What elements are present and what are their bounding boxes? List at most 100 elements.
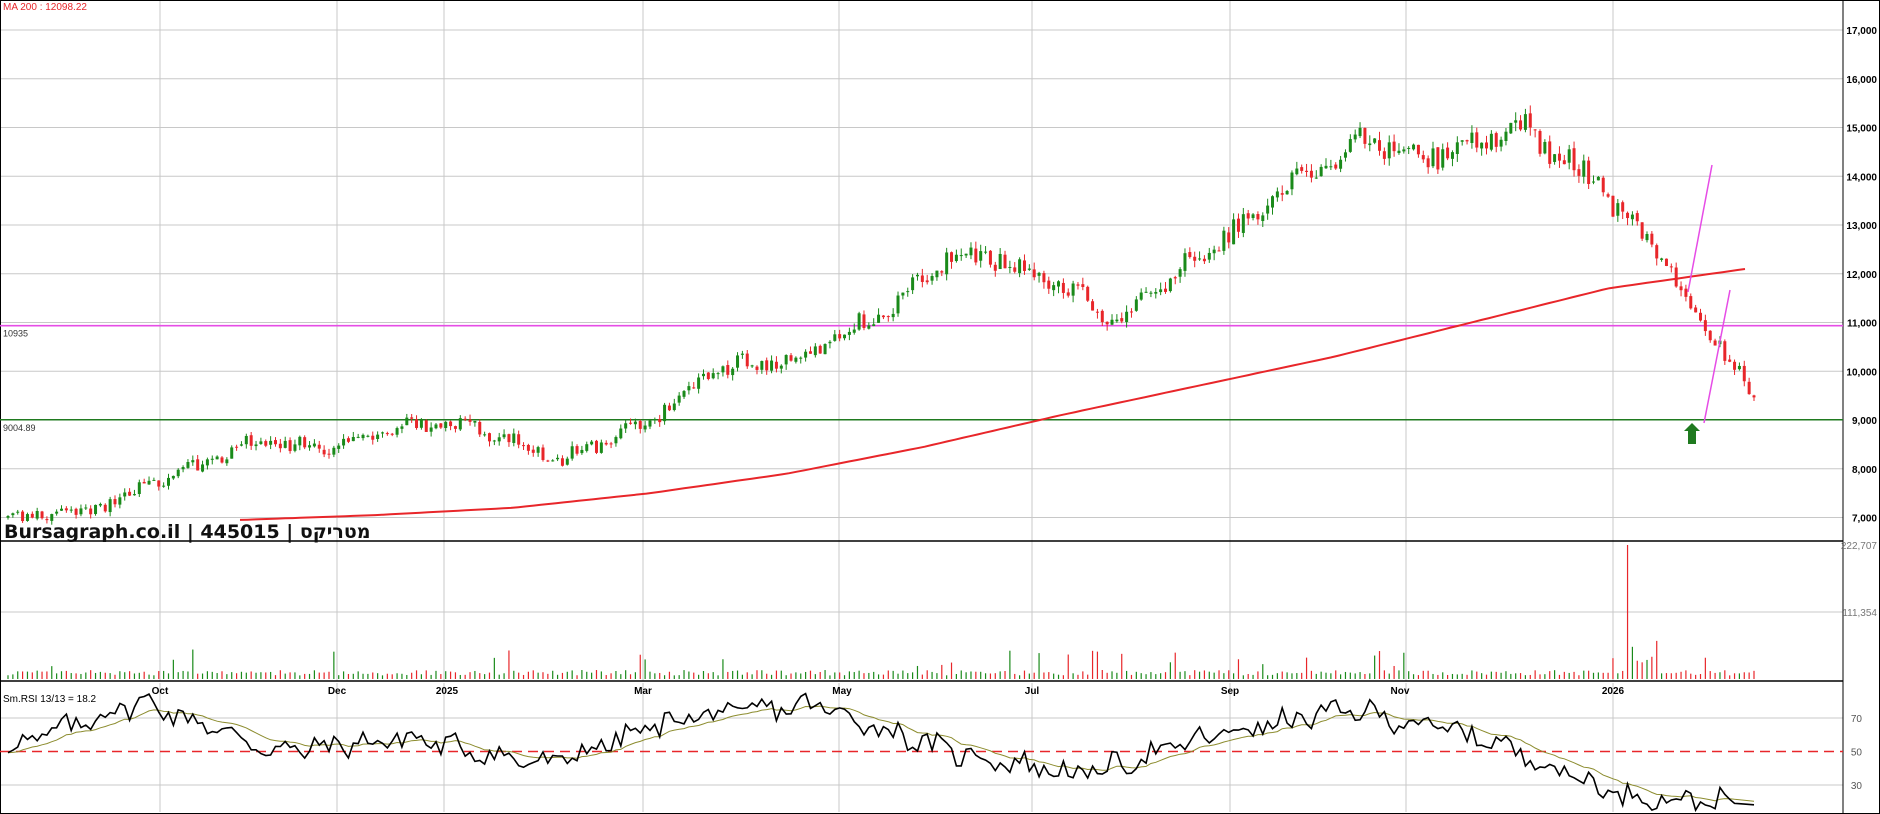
candle-body [196, 459, 200, 471]
candle-body [371, 435, 375, 440]
candle-body [701, 373, 705, 377]
candle-body [351, 436, 355, 442]
candle-body [804, 351, 808, 358]
x-tick-label: Jul [1025, 686, 1040, 697]
candle-body [128, 491, 132, 496]
candle-body [624, 423, 628, 429]
candle-body [55, 511, 59, 514]
candles [6, 105, 1756, 525]
candle-body [1626, 212, 1630, 219]
rsi-tick-label: 70 [1851, 714, 1863, 725]
candle-body [385, 433, 389, 435]
candle-body [609, 443, 613, 445]
candle-body [273, 440, 277, 445]
candle-body [721, 366, 725, 373]
candle-body [1120, 318, 1124, 322]
candle-body [132, 494, 136, 496]
candle-body [551, 460, 555, 462]
candle-body [1382, 151, 1386, 159]
y-tick-label: 14,000 [1846, 172, 1877, 183]
candle-body [449, 421, 453, 427]
candle-body [638, 421, 642, 429]
candle-body [507, 434, 511, 443]
candle-body [69, 509, 73, 511]
candle-body [1387, 142, 1391, 159]
candle-body [1514, 120, 1518, 123]
candle-body [716, 373, 720, 375]
candle-body [1149, 292, 1153, 294]
candle-body [517, 434, 521, 445]
candle-body [925, 280, 929, 283]
candle-body [16, 511, 20, 513]
candle-body [463, 418, 467, 420]
candle-body [828, 341, 832, 344]
candle-body [667, 405, 671, 411]
candle-body [760, 361, 764, 370]
candle-body [419, 420, 423, 428]
candle-body [755, 366, 759, 370]
candle-body [823, 344, 827, 355]
candle-body [1416, 144, 1420, 155]
candle-body [171, 475, 175, 479]
candle-body [881, 315, 885, 318]
candle-body [1548, 141, 1552, 164]
candle-body [1582, 160, 1586, 177]
candle-body [1489, 133, 1493, 150]
candle-body [30, 513, 34, 518]
candle-body [1100, 310, 1104, 323]
x-tick-label: 2025 [436, 686, 459, 697]
x-tick-label: 2026 [1602, 686, 1625, 697]
level-label: 9004.89 [3, 423, 36, 433]
candle-body [11, 513, 15, 516]
candle-body [1441, 149, 1445, 168]
candle-body [244, 435, 248, 445]
candle-body [1601, 177, 1605, 193]
candle-body [984, 251, 988, 253]
candle-body [1660, 258, 1664, 260]
candle-body [580, 449, 584, 454]
candle-body [813, 346, 817, 356]
candle-body [1465, 140, 1469, 142]
volume-bars [7, 545, 1755, 679]
candle-body [726, 365, 730, 375]
candle-body [843, 334, 847, 339]
candle-body [1105, 321, 1109, 325]
candle-body [312, 443, 316, 447]
candle-body [1139, 292, 1143, 300]
candle-body [1674, 267, 1678, 287]
candle-body [1251, 214, 1255, 219]
candle-body [774, 361, 778, 369]
rsi-signal-line [7, 705, 1755, 802]
candle-body [458, 418, 462, 430]
candle-body [230, 447, 234, 459]
candle-body [1694, 307, 1698, 313]
candle-body [327, 453, 331, 455]
candle-body [390, 433, 394, 435]
candle-body [239, 444, 243, 446]
candle-body [1275, 191, 1279, 198]
candle-body [1645, 234, 1649, 241]
y-tick-label: 11,000 [1847, 319, 1877, 330]
candle-body [779, 365, 783, 369]
candle-body [1261, 215, 1265, 222]
candle-body [1572, 148, 1576, 171]
ma-200-line [239, 268, 1746, 521]
candle-body [672, 403, 676, 411]
candle-body [1339, 159, 1343, 169]
candle-body [541, 447, 545, 460]
candle-body [974, 248, 978, 263]
candle-body [1173, 277, 1177, 279]
y-tick-label: 16,000 [1846, 75, 1877, 86]
candle-body [1086, 286, 1090, 301]
candle-body [492, 440, 496, 442]
rsi-line [7, 692, 1755, 813]
candle-body [590, 441, 594, 445]
candle-body [886, 316, 890, 318]
candle-body [298, 436, 302, 446]
candle-body [1553, 154, 1557, 162]
candle-body [906, 291, 910, 293]
candle-body [1193, 256, 1197, 261]
candle-body [1436, 147, 1440, 170]
candle-body [663, 404, 667, 422]
candle-body [1543, 141, 1547, 154]
